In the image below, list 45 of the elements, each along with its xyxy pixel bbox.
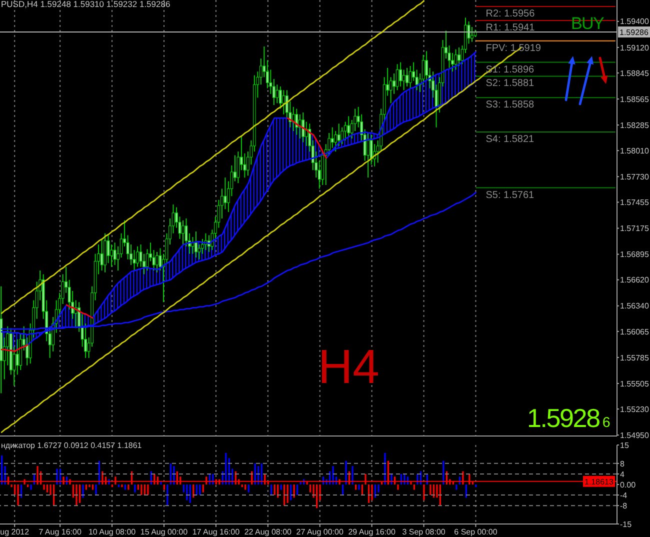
- chart-title: ндикатор 1.6727 0.0912 0.4157 1.1861: [1, 441, 142, 451]
- ref-line-label: 1.59286: [620, 28, 649, 37]
- x-tick-label: 27 Aug 00:00: [296, 528, 344, 537]
- x-tick-label: 7 Aug 16:00: [38, 528, 82, 537]
- ref-line-label: S3: 1.5858: [486, 100, 535, 111]
- y-tick-label: -8: [620, 501, 628, 510]
- y-tick-label: 1.56340: [620, 302, 650, 311]
- y-tick-label: 1.59400: [620, 17, 650, 26]
- y-tick-label: 8: [620, 459, 625, 468]
- ref-line-label: R2: 1.5956: [486, 8, 536, 20]
- y-tick-label: 1.58010: [620, 146, 650, 156]
- y-tick-label: -15: [620, 520, 632, 529]
- ref-line-label: S2: 1.5881: [486, 78, 535, 90]
- y-tick-label: 1.56065: [620, 327, 650, 336]
- y-tick-label: 1.57175: [620, 224, 650, 234]
- y-tick-label: 1.58285: [620, 120, 650, 130]
- y-tick-label: -4: [620, 490, 628, 500]
- x-tick-label: 22 Aug 08:00: [244, 528, 292, 537]
- ref-line-label: S4: 1.5821: [486, 134, 535, 146]
- x-tick-label: 6 Sep 00:00: [454, 528, 498, 537]
- y-tick-label: 1.56895: [620, 250, 650, 260]
- y-tick-label: 1.58565: [620, 94, 650, 104]
- x-tick-label: ug 2012: [0, 528, 30, 537]
- y-tick-label: 1.54950: [620, 430, 650, 440]
- x-tick-label: 17 Aug 16:00: [192, 528, 240, 537]
- y-tick-label: 0.00: [620, 480, 636, 490]
- y-tick-label: 1.59120: [620, 43, 650, 52]
- y-tick-label: 1.58845: [620, 68, 650, 78]
- chart-title: PUSD,H4 1.59248 1.59310 1.59232 1.59286: [1, 0, 170, 10]
- y-tick-label: 15: [620, 440, 630, 450]
- x-tick-label: 3 Sep 08:00: [402, 528, 446, 537]
- y-tick-label: 4: [620, 470, 625, 479]
- y-tick-label: 1.55505: [620, 379, 650, 388]
- x-tick-label: 29 Aug 16:00: [348, 528, 396, 537]
- x-tick-label: 10 Aug 08:00: [88, 528, 136, 537]
- y-tick-label: 1.56620: [620, 276, 650, 285]
- x-tick-label: 15 Aug 00:00: [140, 528, 188, 537]
- annotation: H4: [318, 341, 380, 394]
- ref-line-label: R1: 1.5941: [486, 22, 536, 34]
- ref-line-label: 1.18613: [584, 477, 614, 486]
- y-tick-label: 1.55785: [620, 353, 650, 362]
- ref-line-label: S5: 1.5761: [486, 190, 535, 201]
- y-tick-label: 1.57455: [620, 198, 650, 208]
- y-tick-label: 1.55230: [620, 404, 650, 414]
- y-tick-label: 1.57730: [620, 172, 650, 182]
